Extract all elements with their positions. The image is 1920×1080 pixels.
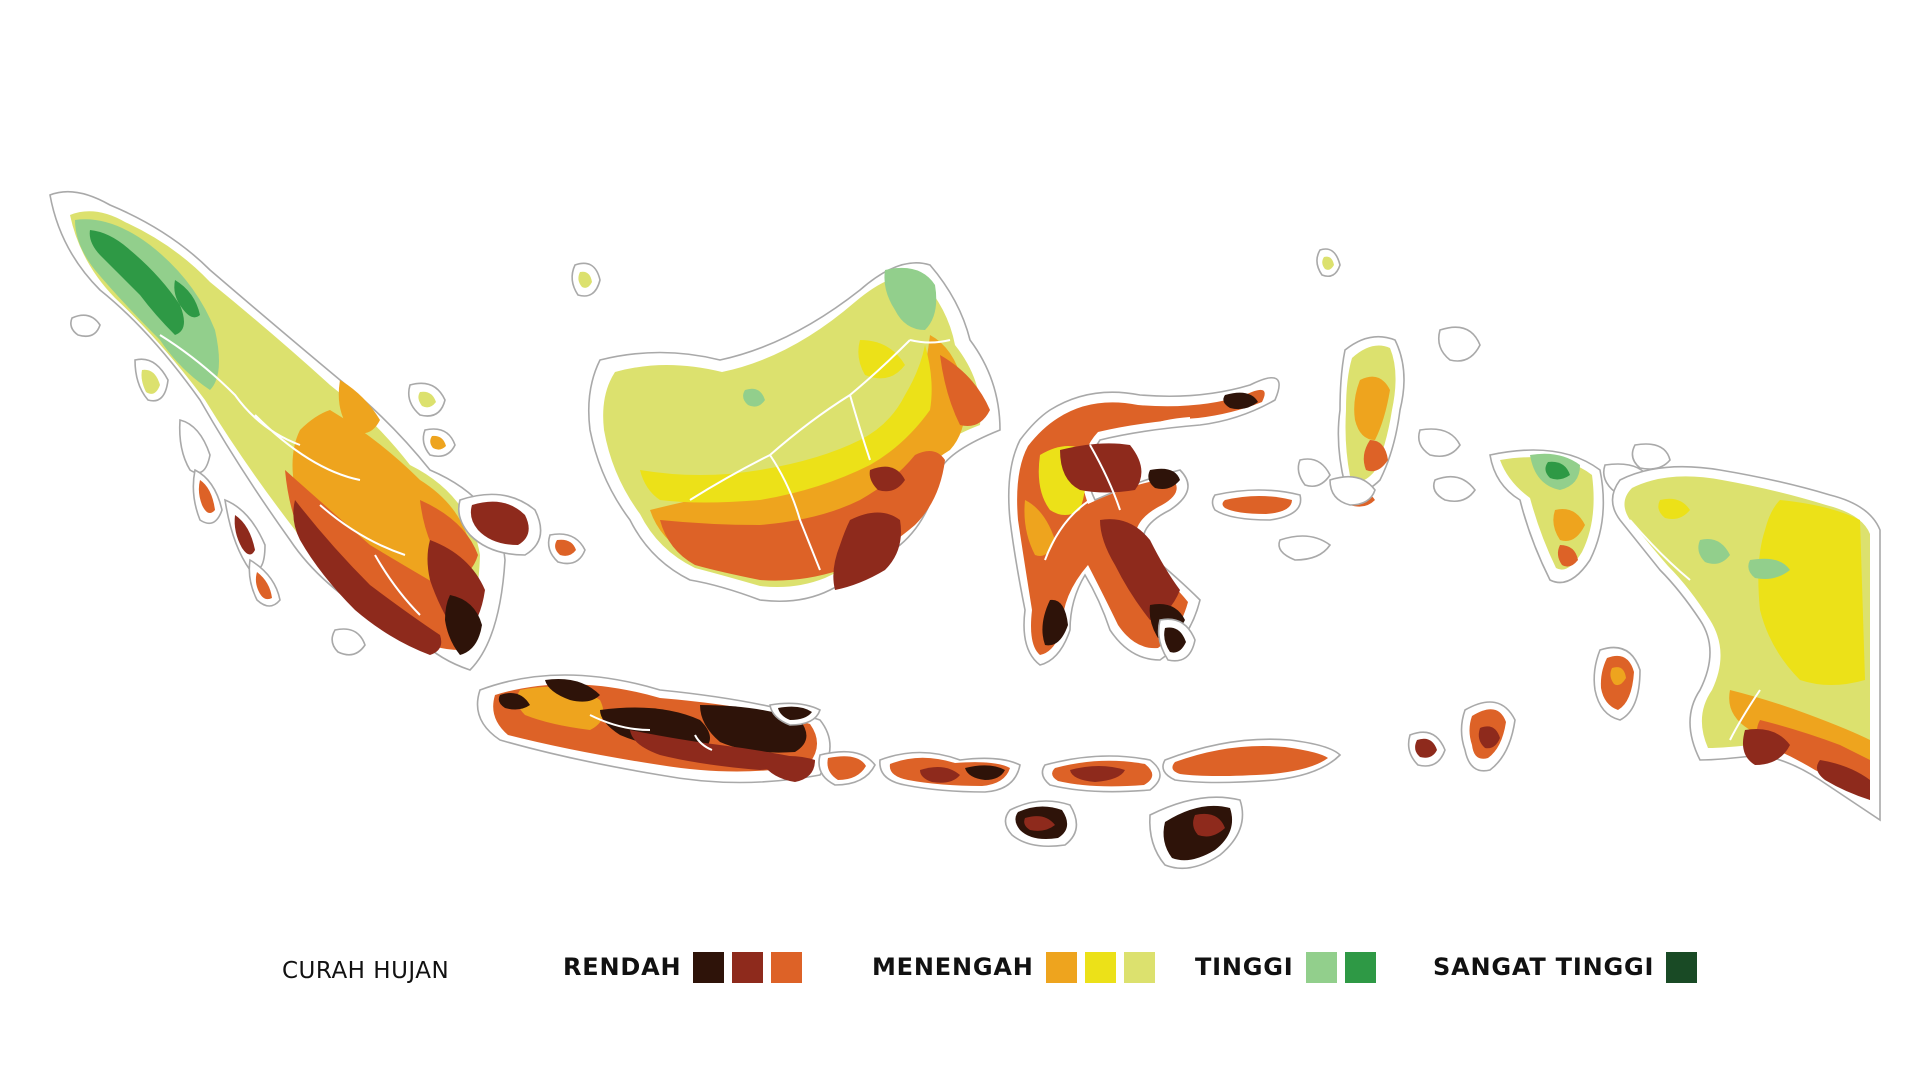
islands-east-sulawesi bbox=[1157, 248, 1341, 662]
legend-group-tinggi: TINGGI bbox=[1195, 950, 1384, 984]
island-papua bbox=[1611, 465, 1881, 822]
legend-swatch-rendah-3 bbox=[771, 951, 803, 983]
legend-swatch-rendah-2 bbox=[732, 951, 764, 983]
island-jawa bbox=[476, 674, 831, 784]
island-sulawesi bbox=[1007, 376, 1280, 666]
legend-group-rendah: RENDAH bbox=[563, 950, 810, 984]
legend-label-tinggi: TINGGI bbox=[1195, 953, 1294, 981]
island-bali bbox=[818, 750, 876, 786]
rainfall-map bbox=[49, 190, 1881, 870]
legend-swatch-menengah-2 bbox=[1084, 951, 1116, 983]
island-nusa-tenggara bbox=[879, 738, 1342, 870]
legend: CURAH HUJAN RENDAH MENENGAH TINGGI SANGA… bbox=[0, 940, 1920, 1000]
legend-label-menengah: MENENGAH bbox=[872, 953, 1034, 981]
island-maluku bbox=[1329, 326, 1671, 772]
legend-swatch-tinggi-2 bbox=[1344, 951, 1376, 983]
legend-group-sangat-tinggi: SANGAT TINGGI bbox=[1433, 950, 1705, 984]
legend-swatch-menengah-3 bbox=[1123, 951, 1155, 983]
islands-west-sumatra bbox=[70, 262, 601, 656]
island-madura bbox=[769, 702, 821, 726]
island-sumatra bbox=[49, 190, 506, 671]
legend-group-menengah: MENENGAH bbox=[872, 950, 1163, 984]
legend-swatch-sangat-tinggi-1 bbox=[1666, 951, 1698, 983]
legend-label-sangat-tinggi: SANGAT TINGGI bbox=[1433, 953, 1655, 981]
legend-label-rendah: RENDAH bbox=[563, 953, 682, 981]
legend-title: CURAH HUJAN bbox=[282, 958, 450, 984]
legend-swatch-rendah-1 bbox=[693, 951, 725, 983]
legend-swatch-menengah-1 bbox=[1045, 951, 1077, 983]
island-kalimantan bbox=[587, 262, 1001, 603]
legend-swatch-tinggi-1 bbox=[1305, 951, 1337, 983]
